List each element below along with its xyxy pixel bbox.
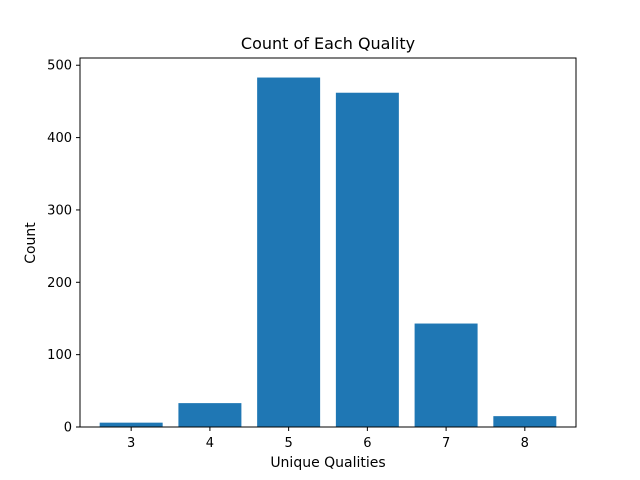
x-tick-label-8: 8 bbox=[521, 436, 529, 451]
x-tick-label-4: 4 bbox=[206, 436, 214, 451]
plot-frame bbox=[79, 57, 577, 428]
y-tick-label-100: 100 bbox=[47, 348, 72, 363]
bar-4 bbox=[178, 403, 242, 427]
chart-title: Count of Each Quality bbox=[241, 34, 415, 53]
x-axis-label: Unique Qualities bbox=[270, 455, 385, 471]
y-tick-label-500: 500 bbox=[47, 59, 72, 74]
x-tick-label-6: 6 bbox=[363, 436, 371, 451]
y-tick-label-300: 300 bbox=[47, 203, 72, 218]
bar-5 bbox=[257, 77, 321, 428]
bar-6 bbox=[335, 92, 399, 428]
y-tick-label-400: 400 bbox=[47, 131, 72, 146]
plot-area: 3 4 5 6 7 8 0 100 200 300 400 500 bbox=[47, 57, 577, 451]
x-tick-label-7: 7 bbox=[442, 436, 450, 451]
x-tick-label-3: 3 bbox=[127, 436, 135, 451]
y-tick-label-200: 200 bbox=[47, 276, 72, 291]
y-tick-label-0: 0 bbox=[64, 421, 72, 436]
bar-7 bbox=[414, 323, 478, 427]
bar-8 bbox=[493, 416, 557, 427]
bar-3 bbox=[99, 422, 163, 427]
x-tick-label-5: 5 bbox=[284, 436, 292, 451]
y-axis-label: Count bbox=[23, 222, 39, 264]
